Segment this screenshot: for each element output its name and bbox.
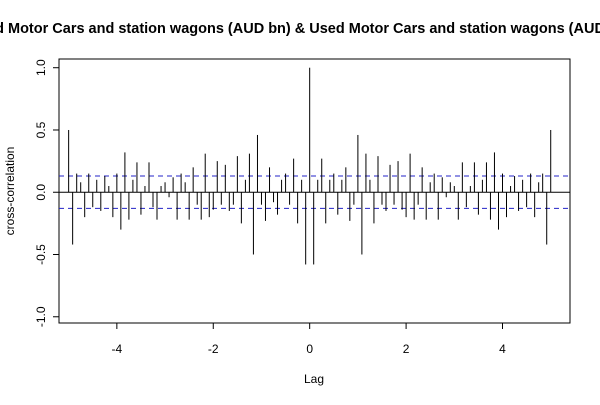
y-tick-label: 0.5 [34, 121, 48, 138]
y-tick-label: 0.0 [34, 184, 48, 201]
ccf-bars [68, 67, 552, 265]
plot-frame [58, 58, 571, 324]
x-tick-label: 2 [403, 342, 410, 356]
x-tick-label: -2 [208, 342, 219, 356]
y-axis-label: cross-correlation [3, 147, 17, 236]
y-axis: -1.0 -0.5 0.0 0.5 1.0 [34, 59, 60, 327]
y-tick-label: -0.5 [34, 244, 48, 265]
y-tick-label: 1.0 [34, 59, 48, 76]
x-tick-label: 4 [499, 342, 506, 356]
chart-title: Used Motor Cars and station wagons (AUD … [0, 21, 600, 37]
x-axis-label: Lag [304, 372, 324, 386]
y-tick-label: -1.0 [34, 306, 48, 327]
x-axis: -4 -2 0 2 4 [112, 322, 506, 356]
x-tick-label: 0 [306, 342, 313, 356]
x-tick-label: -4 [112, 342, 123, 356]
